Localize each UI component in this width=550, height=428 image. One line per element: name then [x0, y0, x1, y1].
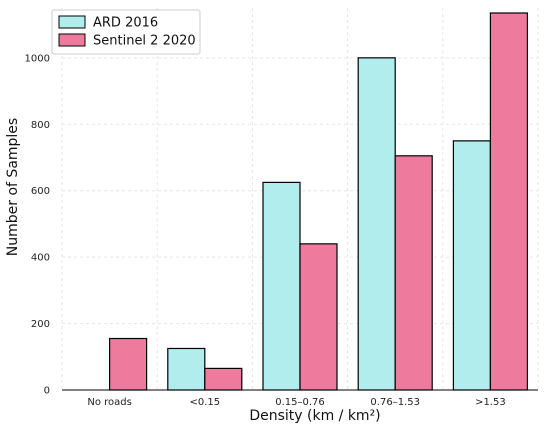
x-tick-labels: No roads <0.15 0.15–0.76 0.76–1.53 >1.53: [87, 397, 505, 408]
x-tick-label: No roads: [87, 397, 131, 408]
x-tick-label: 0.76–1.53: [370, 397, 420, 408]
y-tick-label: 800: [31, 120, 50, 131]
bar-ard-2016-3: [357, 57, 396, 391]
bar-ard-2016-1: [167, 347, 206, 391]
legend: ARD 2016 Sentinel 2 2020: [51, 9, 201, 55]
x-tick-label: 0.15–0.76: [275, 397, 325, 408]
y-tick-label: 200: [31, 319, 50, 330]
bar-sentinel-2-2020-2: [299, 243, 338, 391]
bar-sentinel-2-2020-4: [489, 12, 528, 391]
legend-swatch: [58, 15, 86, 29]
x-tick-label: >1.53: [475, 397, 506, 408]
y-axis-label: Number of Samples: [5, 118, 21, 256]
bar-sentinel-2-2020-1: [204, 367, 243, 391]
y-tick-label: 600: [31, 186, 50, 197]
bars: [108, 12, 528, 391]
y-tick-label: 1000: [25, 53, 50, 64]
y-tick-label: 400: [31, 253, 50, 264]
x-axis-label: Density (km / km²): [249, 408, 380, 424]
legend-swatch: [58, 33, 86, 47]
legend-box: [51, 9, 201, 55]
y-tick-labels: 0 200 400 600 800 1000: [25, 53, 50, 396]
bar-ard-2016-4: [452, 140, 491, 391]
bar-ard-2016-2: [262, 181, 301, 391]
legend-label: Sentinel 2 2020: [93, 34, 196, 49]
x-tick-label: <0.15: [189, 397, 220, 408]
legend-label: ARD 2016: [93, 16, 158, 31]
bar-sentinel-2-2020-3: [394, 155, 433, 391]
bar-sentinel-2-2020-0: [108, 337, 148, 391]
y-tick-label: 0: [44, 386, 50, 397]
